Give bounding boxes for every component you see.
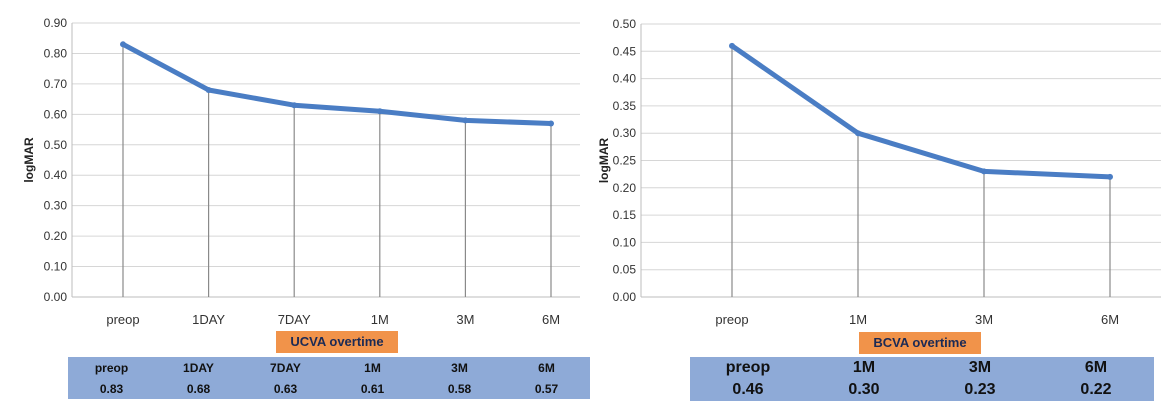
data-point [376, 108, 383, 115]
data-point [729, 42, 735, 49]
y-tick-label: 0.25 [613, 154, 637, 168]
series-line [729, 43, 1113, 180]
x-tick-label: preop [106, 312, 139, 327]
ucva-table-header-row: preop 1DAY 7DAY 1M 3M 6M [68, 357, 590, 378]
y-tick-label: 0.05 [613, 263, 637, 277]
y-axis-title: logMAR [597, 138, 611, 184]
x-tick-label: 1M [849, 312, 867, 327]
y-tick-label: 0.40 [44, 168, 68, 182]
y-tick-label: 0.30 [613, 126, 637, 140]
ucva-table-value-row: 0.83 0.68 0.63 0.61 0.58 0.57 [68, 378, 590, 399]
y-tick-label: 0.60 [44, 107, 68, 121]
data-point [205, 86, 212, 93]
bcva-chart-title: BCVA overtime [859, 332, 981, 354]
table-header-cell: preop [690, 357, 806, 379]
table-header-cell: 6M [1038, 357, 1154, 379]
y-tick-label: 0.90 [44, 16, 68, 30]
table-header-cell: 1DAY [155, 357, 242, 378]
table-value-cell: 0.61 [329, 378, 416, 399]
table-header-cell: 6M [503, 357, 590, 378]
x-tick-label: 6M [1101, 312, 1119, 327]
ucva-line-chart: 0.00 0.10 0.20 0.30 0.40 0.50 0.60 0.70 0.80 0.90… [22, 16, 580, 327]
y-tick-label: 0.45 [613, 44, 637, 58]
bcva-chart-panel: 0.00 0.05 0.10 0.15 0.20 0.25 0.30 0.35 0.40 0.45… [585, 0, 1161, 403]
y-tick-label: 0.35 [613, 99, 637, 113]
y-tick-label: 0.40 [613, 72, 637, 86]
table-header-cell: 3M [416, 357, 503, 378]
y-tick-label: 0.00 [613, 290, 637, 304]
y-tick-label: 0.20 [613, 181, 637, 195]
data-point [981, 168, 987, 175]
y-tick-label: 0.80 [44, 46, 68, 60]
y-tick-label: 0.50 [613, 17, 637, 31]
series-line [120, 41, 554, 126]
table-value-cell: 0.68 [155, 378, 242, 399]
data-point [1107, 173, 1113, 180]
bcva-table-value-row: 0.46 0.30 0.23 0.22 [690, 379, 1154, 401]
data-point [291, 102, 298, 109]
ucva-data-table: preop 1DAY 7DAY 1M 3M 6M 0.83 0.68 0.63 0.61 0.58… [68, 357, 590, 399]
data-point [855, 130, 861, 137]
table-header-cell: 3M [922, 357, 1038, 379]
x-tick-label: 7DAY [278, 312, 311, 327]
table-value-cell: 0.30 [806, 379, 922, 401]
y-tick-label: 0.00 [44, 290, 68, 304]
data-point [462, 117, 469, 124]
y-axis-title: logMAR [22, 137, 36, 183]
x-tick-label: 3M [975, 312, 993, 327]
y-tick-label: 0.30 [44, 199, 68, 213]
table-header-cell: 7DAY [242, 357, 329, 378]
table-value-cell: 0.83 [68, 378, 155, 399]
x-tick-label: 1DAY [192, 312, 225, 327]
x-tick-label: 6M [542, 312, 560, 327]
table-value-cell: 0.58 [416, 378, 503, 399]
bcva-line-chart: 0.00 0.05 0.10 0.15 0.20 0.25 0.30 0.35 0.40 0.45… [597, 17, 1161, 327]
y-tick-label: 0.70 [44, 77, 68, 91]
data-point [120, 41, 126, 48]
y-tick-label: 0.20 [44, 229, 68, 243]
table-value-cell: 0.22 [1038, 379, 1154, 401]
table-header-cell: preop [68, 357, 155, 378]
table-value-cell: 0.57 [503, 378, 590, 399]
x-tick-label: 1M [371, 312, 389, 327]
ucva-chart-title: UCVA overtime [276, 331, 398, 353]
table-header-cell: 1M [806, 357, 922, 379]
x-tick-label: 3M [456, 312, 474, 327]
table-value-cell: 0.23 [922, 379, 1038, 401]
y-tick-label: 0.15 [613, 208, 637, 222]
data-point [548, 120, 554, 127]
table-header-cell: 1M [329, 357, 416, 378]
ucva-chart-panel: 0.00 0.10 0.20 0.30 0.40 0.50 0.60 0.70 0.80 0.90… [0, 0, 590, 403]
bcva-data-table: preop 1M 3M 6M 0.46 0.30 0.23 0.22 [690, 357, 1154, 401]
table-value-cell: 0.63 [242, 378, 329, 399]
bcva-table-header-row: preop 1M 3M 6M [690, 357, 1154, 379]
table-value-cell: 0.46 [690, 379, 806, 401]
y-tick-label: 0.10 [44, 260, 68, 274]
y-tick-label: 0.10 [613, 235, 637, 249]
y-tick-label: 0.50 [44, 138, 68, 152]
x-tick-label: preop [715, 312, 748, 327]
